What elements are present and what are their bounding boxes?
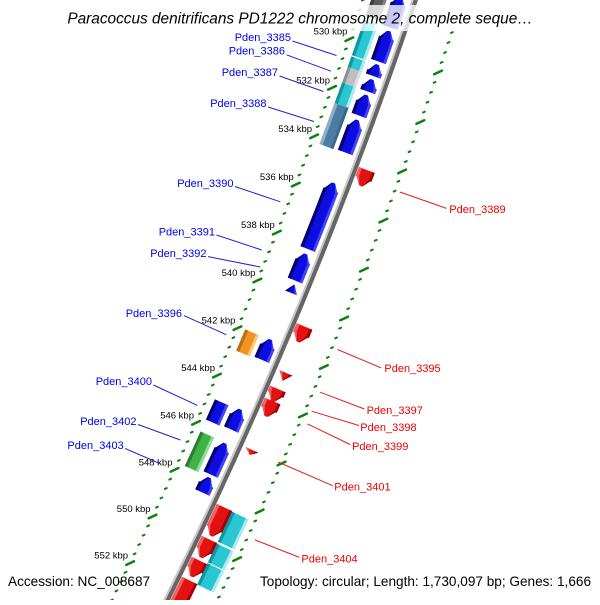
svg-text:Topology: circular; Length: 1,: Topology: circular; Length: 1,730,097 bp… <box>260 574 591 589</box>
svg-text:Pden_3403: Pden_3403 <box>67 440 123 452</box>
svg-text:532 kbp: 532 kbp <box>296 75 330 86</box>
svg-text:Pden_3387: Pden_3387 <box>222 67 278 79</box>
svg-text:Pden_3401: Pden_3401 <box>334 482 390 494</box>
svg-text:Pden_3392: Pden_3392 <box>150 248 206 260</box>
svg-text:Pden_3389: Pden_3389 <box>449 204 505 216</box>
svg-text:534 kbp: 534 kbp <box>278 124 312 135</box>
svg-text:Pden_3397: Pden_3397 <box>367 405 423 417</box>
svg-text:Pden_3391: Pden_3391 <box>159 226 215 238</box>
svg-text:538 kbp: 538 kbp <box>241 220 275 231</box>
svg-text:Pden_3404: Pden_3404 <box>301 554 357 566</box>
svg-text:Paracoccus denitrificans PD122: Paracoccus denitrificans PD1222 chromoso… <box>67 11 532 28</box>
svg-text:Pden_3396: Pden_3396 <box>126 308 182 320</box>
svg-text:550 kbp: 550 kbp <box>117 504 151 515</box>
svg-text:544 kbp: 544 kbp <box>181 363 215 374</box>
svg-text:552 kbp: 552 kbp <box>94 551 128 562</box>
svg-text:Pden_3388: Pden_3388 <box>210 98 266 110</box>
svg-text:Pden_3385: Pden_3385 <box>235 32 291 44</box>
svg-text:Pden_3390: Pden_3390 <box>177 178 233 190</box>
svg-text:Accession: NC_008687: Accession: NC_008687 <box>8 574 150 589</box>
svg-text:540 kbp: 540 kbp <box>222 268 256 279</box>
svg-text:Pden_3399: Pden_3399 <box>352 441 408 453</box>
svg-text:Pden_3400: Pden_3400 <box>96 376 152 388</box>
svg-text:536 kbp: 536 kbp <box>260 172 294 183</box>
svg-text:546 kbp: 546 kbp <box>160 410 194 421</box>
svg-text:Pden_3395: Pden_3395 <box>384 363 440 375</box>
svg-text:Pden_3402: Pden_3402 <box>80 416 136 428</box>
svg-text:548 kbp: 548 kbp <box>139 457 173 468</box>
svg-text:Pden_3386: Pden_3386 <box>229 46 285 58</box>
svg-text:542 kbp: 542 kbp <box>202 316 236 327</box>
svg-text:530 kbp: 530 kbp <box>314 27 348 38</box>
svg-text:Pden_3398: Pden_3398 <box>360 422 416 434</box>
